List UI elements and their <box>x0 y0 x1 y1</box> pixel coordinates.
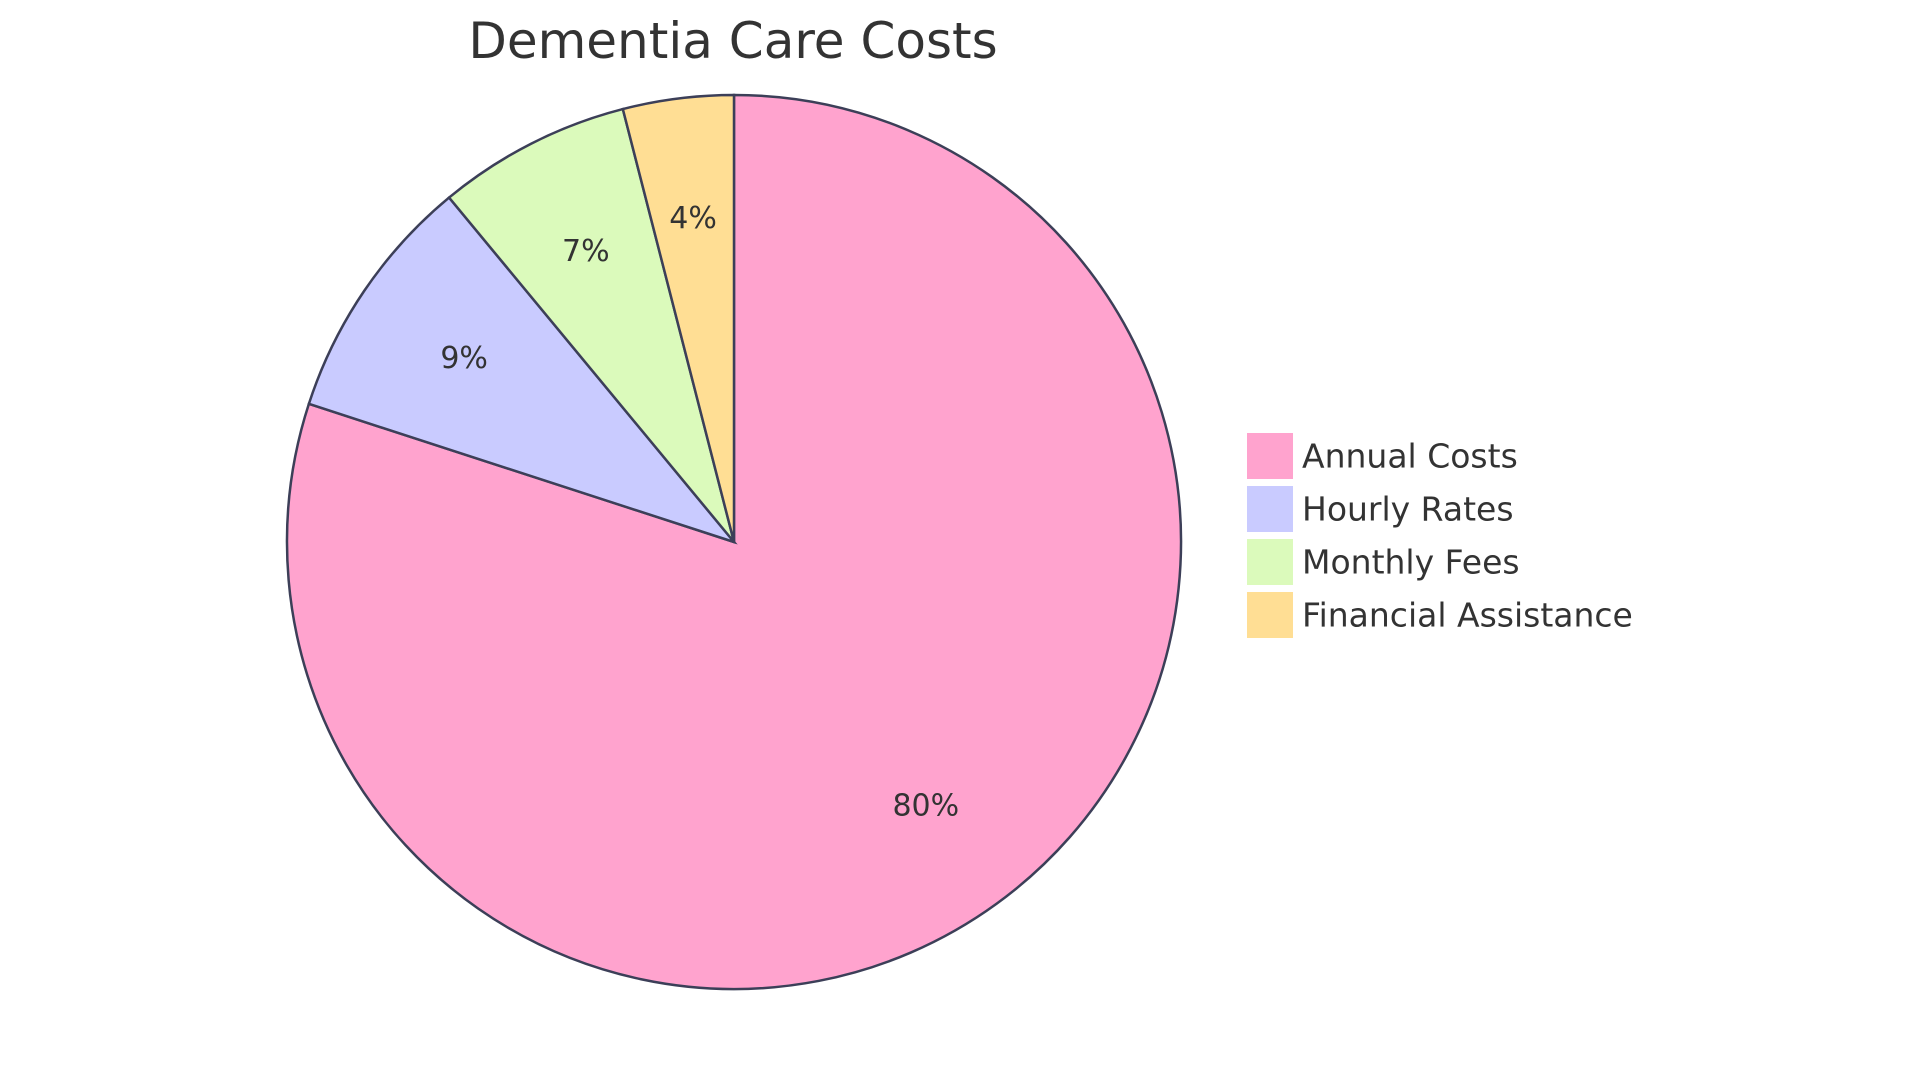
slice-label: 9% <box>440 341 488 376</box>
legend-label: Financial Assistance <box>1302 596 1633 635</box>
legend-swatch <box>1247 539 1293 585</box>
legend-swatch <box>1247 486 1293 532</box>
legend-swatch <box>1247 433 1293 479</box>
chart-title: Dementia Care Costs <box>468 12 997 70</box>
legend-label: Annual Costs <box>1302 437 1518 476</box>
pie-slice-monthly-fees <box>447 107 736 543</box>
slice-labels: 80% 9% 7% 4% <box>440 201 959 824</box>
pie-slice-financial-assistance <box>621 93 736 543</box>
legend-swatch <box>1247 592 1293 638</box>
pie-slices <box>285 93 1183 991</box>
legend-label: Monthly Fees <box>1302 543 1520 582</box>
legend: Annual Costs Hourly Rates Monthly Fees Fina… <box>1247 433 1633 638</box>
legend-label: Hourly Rates <box>1302 490 1514 529</box>
slice-label: 80% <box>892 788 959 823</box>
pie-slice-hourly-rates <box>307 195 738 545</box>
slice-label: 4% <box>669 201 717 236</box>
slice-label: 7% <box>562 234 610 269</box>
